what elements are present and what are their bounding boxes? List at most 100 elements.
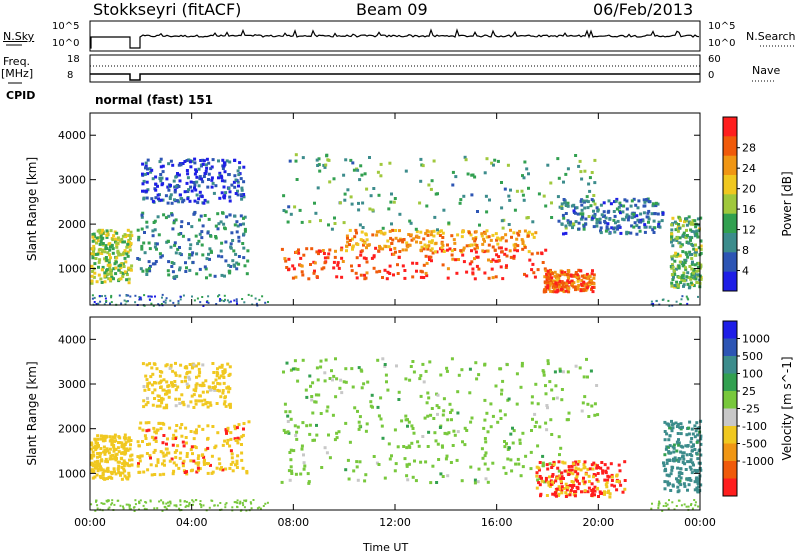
range-cell bbox=[363, 172, 367, 176]
range-cell bbox=[546, 362, 550, 366]
range-cell bbox=[145, 273, 149, 276]
range-cell bbox=[147, 295, 150, 298]
range-cell bbox=[162, 459, 166, 463]
range-cell bbox=[578, 159, 582, 163]
range-cell bbox=[456, 233, 460, 237]
x-tick-label: 08:00 bbox=[277, 516, 309, 529]
range-cell bbox=[621, 217, 625, 221]
range-cell bbox=[480, 447, 484, 451]
range-cell bbox=[577, 283, 581, 287]
range-cell bbox=[284, 210, 288, 214]
range-cell bbox=[618, 469, 622, 473]
colorbar-swatch bbox=[723, 252, 737, 273]
range-cell bbox=[675, 239, 679, 242]
range-cell bbox=[392, 273, 395, 277]
range-cell bbox=[598, 490, 602, 494]
range-cell bbox=[551, 480, 555, 484]
range-cell bbox=[195, 499, 198, 501]
range-cell bbox=[289, 368, 293, 372]
range-cell bbox=[150, 383, 154, 387]
range-cell bbox=[228, 404, 232, 408]
range-cell bbox=[199, 214, 203, 218]
range-cell bbox=[438, 426, 442, 429]
range-cell bbox=[604, 483, 608, 487]
range-cell bbox=[572, 209, 576, 213]
range-cell bbox=[456, 411, 460, 415]
range-cell bbox=[164, 364, 168, 368]
range-cell bbox=[433, 250, 437, 254]
range-cell bbox=[487, 276, 491, 280]
range-cell bbox=[546, 286, 550, 290]
range-cell bbox=[581, 199, 585, 203]
range-cell bbox=[608, 231, 612, 235]
range-cell bbox=[308, 432, 312, 436]
range-cell bbox=[212, 371, 216, 374]
range-cell bbox=[356, 409, 359, 413]
range-cell bbox=[241, 502, 244, 504]
range-cell bbox=[410, 238, 414, 242]
range-cell bbox=[482, 237, 486, 241]
range-cell bbox=[551, 473, 555, 476]
range-cell bbox=[235, 261, 239, 265]
range-cell bbox=[233, 427, 237, 431]
range-cell bbox=[96, 452, 100, 455]
range-cell bbox=[302, 453, 305, 457]
range-cell bbox=[167, 505, 170, 507]
range-cell bbox=[167, 501, 169, 504]
range-cell bbox=[103, 448, 107, 452]
range-cell bbox=[433, 215, 437, 219]
range-cell bbox=[685, 453, 689, 457]
range-cell bbox=[635, 214, 639, 218]
range-cell bbox=[230, 456, 234, 460]
range-cell bbox=[124, 260, 128, 264]
range-cell bbox=[401, 238, 405, 242]
range-cell bbox=[669, 489, 673, 492]
range-cell bbox=[430, 247, 434, 251]
range-cell bbox=[174, 184, 178, 188]
range-cell bbox=[637, 225, 641, 229]
range-cell bbox=[247, 420, 251, 424]
range-cell bbox=[378, 269, 382, 273]
range-cell bbox=[240, 458, 244, 462]
range-cell bbox=[145, 196, 149, 200]
range-cell bbox=[590, 278, 593, 282]
range-cell bbox=[575, 485, 579, 489]
range-cell bbox=[569, 273, 573, 277]
range-cell bbox=[332, 374, 336, 378]
range-cell bbox=[551, 272, 554, 275]
range-cell bbox=[318, 249, 322, 253]
range-cell bbox=[691, 244, 695, 247]
range-cell bbox=[430, 179, 434, 183]
range-cell bbox=[398, 212, 402, 216]
range-cell bbox=[455, 271, 459, 275]
range-cell bbox=[91, 462, 95, 466]
range-cell bbox=[146, 167, 149, 171]
range-cell bbox=[128, 447, 132, 451]
range-cell bbox=[246, 259, 250, 263]
range-cell bbox=[286, 430, 290, 434]
range-cell bbox=[220, 466, 223, 470]
range-cell bbox=[115, 231, 119, 235]
range-cell bbox=[152, 450, 156, 454]
nsky-label: N.Sky bbox=[3, 30, 35, 43]
range-cell bbox=[584, 472, 588, 476]
range-cell bbox=[189, 448, 193, 452]
range-cell bbox=[592, 276, 596, 280]
range-cell bbox=[576, 462, 580, 466]
range-cell bbox=[552, 397, 556, 401]
range-cell bbox=[670, 235, 674, 239]
range-cell bbox=[137, 462, 140, 466]
range-cell bbox=[532, 271, 536, 275]
range-cell bbox=[290, 472, 294, 475]
range-cell bbox=[196, 201, 200, 205]
range-cell bbox=[243, 227, 247, 231]
colorbar-swatch bbox=[723, 321, 737, 339]
range-cell bbox=[446, 474, 450, 478]
range-cell bbox=[128, 458, 131, 462]
range-cell bbox=[360, 249, 364, 253]
range-cell bbox=[229, 242, 233, 246]
range-cell bbox=[564, 482, 568, 486]
range-cell bbox=[223, 294, 226, 297]
range-cell bbox=[658, 500, 661, 503]
range-cell bbox=[112, 467, 116, 471]
